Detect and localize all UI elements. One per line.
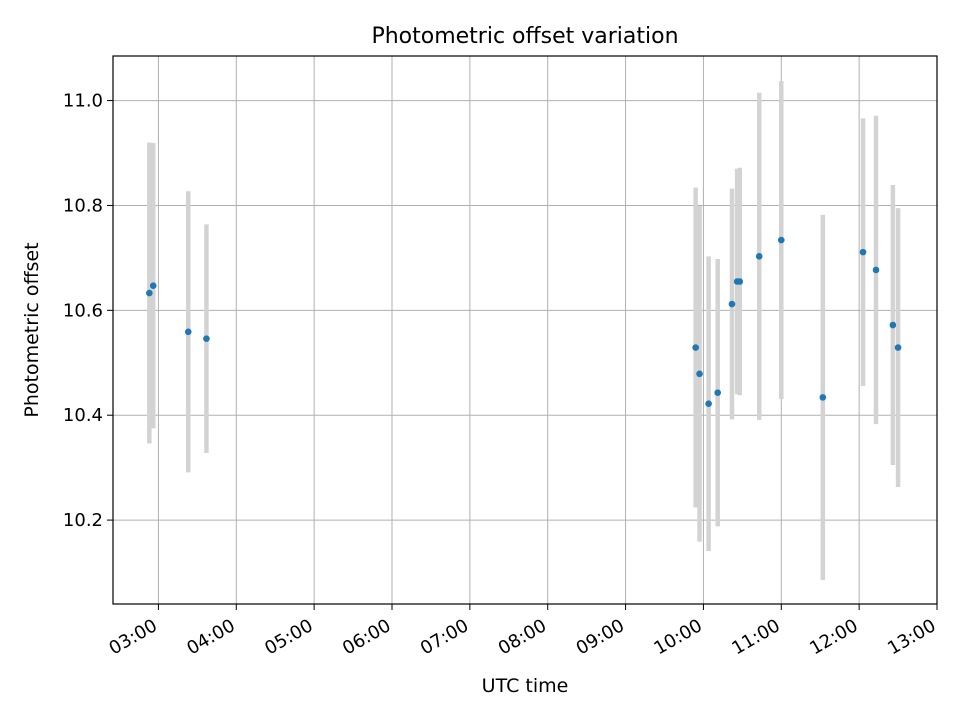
- x-axis-label: UTC time: [482, 675, 569, 697]
- data-point: [714, 389, 721, 396]
- data-point: [149, 282, 157, 289]
- data-point: [736, 278, 744, 285]
- y-axis-ticks: 10.2 10.4 10.6 10.8 11.0: [63, 91, 113, 531]
- data-point: [872, 266, 880, 274]
- data-point: [889, 321, 897, 329]
- y-axis-label: Photometric offset: [21, 242, 43, 417]
- data-point: [692, 344, 699, 351]
- data-point: [146, 289, 153, 297]
- plot-frame: [112, 55, 938, 605]
- data-point: [894, 344, 902, 351]
- y-tick-label: 10.2: [63, 510, 103, 531]
- data-point: [777, 236, 785, 244]
- chart-title: Photometric offset variation: [371, 24, 678, 49]
- data-point: [728, 300, 736, 308]
- y-tick-label: 10.4: [63, 405, 103, 426]
- data-point: [819, 394, 827, 401]
- data-points: [146, 236, 902, 407]
- y-tick-label: 10.6: [63, 300, 103, 321]
- data-point: [859, 248, 867, 256]
- grid-lines: [113, 56, 938, 604]
- data-point: [203, 335, 210, 342]
- data-point: [184, 328, 192, 336]
- data-point: [755, 253, 763, 260]
- data-point: [705, 400, 712, 407]
- plot-area: [113, 56, 937, 604]
- y-tick-label: 10.8: [63, 195, 103, 216]
- y-tick-label: 11.0: [63, 91, 103, 112]
- data-point: [696, 370, 703, 378]
